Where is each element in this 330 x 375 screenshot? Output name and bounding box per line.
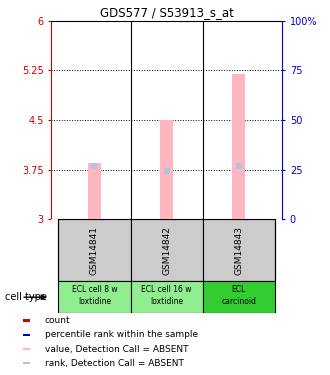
Title: GDS577 / S53913_s_at: GDS577 / S53913_s_at <box>100 6 234 20</box>
Bar <box>23 320 30 322</box>
Bar <box>203 219 275 281</box>
Text: GSM14843: GSM14843 <box>234 226 243 275</box>
Bar <box>58 281 131 313</box>
Text: percentile rank within the sample: percentile rank within the sample <box>45 330 198 339</box>
Bar <box>23 348 30 350</box>
Text: GSM14841: GSM14841 <box>90 226 99 275</box>
Bar <box>131 281 203 313</box>
Bar <box>131 219 203 281</box>
Bar <box>23 334 30 336</box>
Text: GSM14842: GSM14842 <box>162 226 171 275</box>
Bar <box>58 219 131 281</box>
Bar <box>23 362 30 364</box>
Bar <box>203 281 275 313</box>
Text: value, Detection Call = ABSENT: value, Detection Call = ABSENT <box>45 345 188 354</box>
Text: rank, Detection Call = ABSENT: rank, Detection Call = ABSENT <box>45 359 184 368</box>
Bar <box>160 120 173 219</box>
Text: ECL
carcinoid: ECL carcinoid <box>221 285 256 306</box>
Bar <box>232 74 245 219</box>
Bar <box>88 163 101 219</box>
Text: ECL cell 8 w
loxtidine: ECL cell 8 w loxtidine <box>72 285 117 306</box>
Text: cell type: cell type <box>5 292 47 302</box>
Text: count: count <box>45 316 71 325</box>
Text: ECL cell 16 w
loxtidine: ECL cell 16 w loxtidine <box>141 285 192 306</box>
